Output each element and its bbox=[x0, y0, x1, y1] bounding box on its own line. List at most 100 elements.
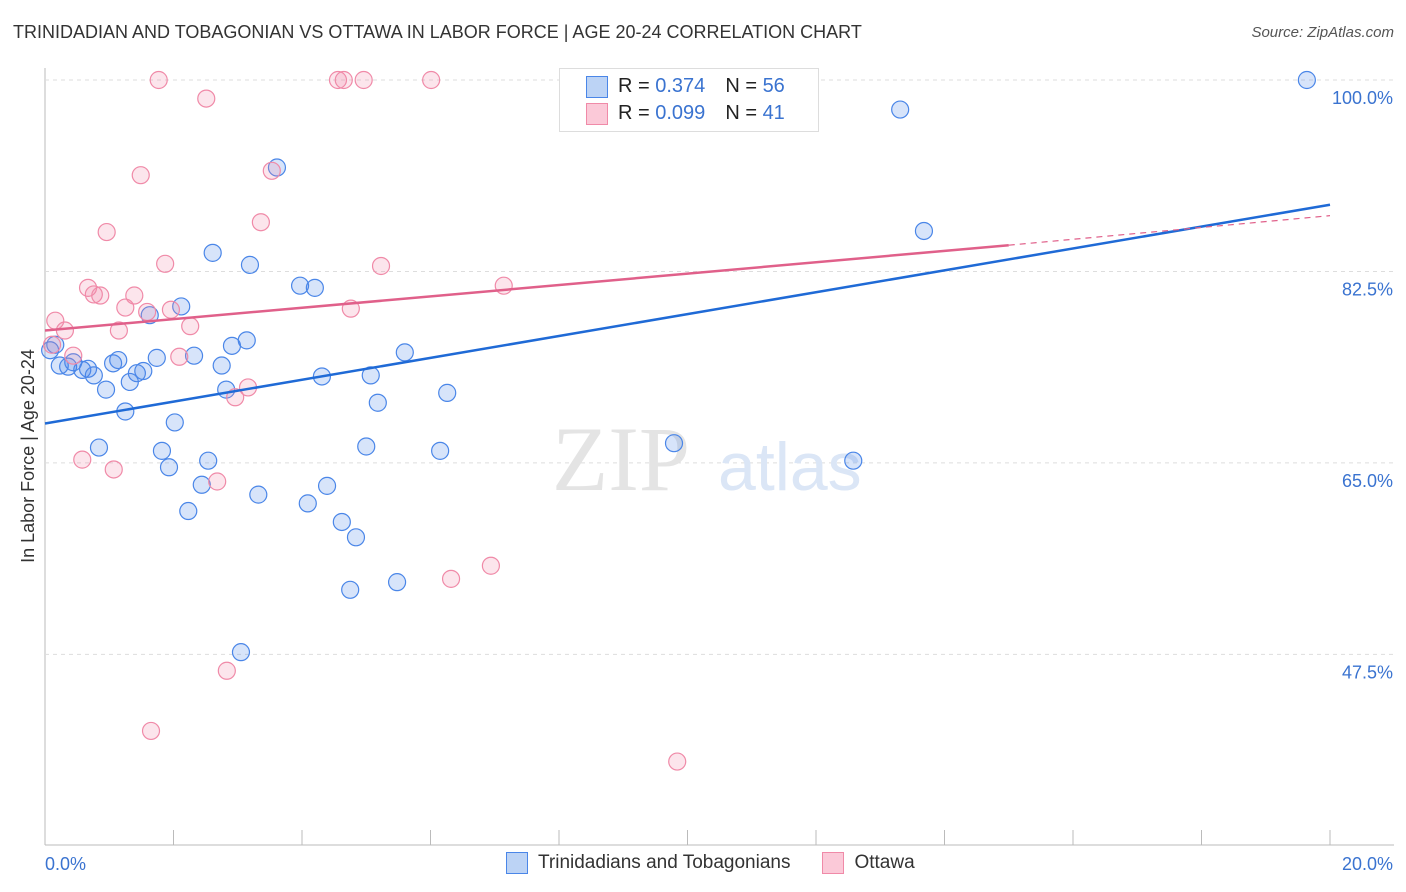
ottawa-point bbox=[371, 256, 391, 276]
watermark-zip: ZIP bbox=[552, 408, 690, 510]
legend-row-pink: R = 0.099 N = 41 bbox=[586, 100, 785, 127]
ottawa-point bbox=[149, 70, 168, 90]
ottawa-trend-extension bbox=[1008, 215, 1331, 246]
ottawa-point bbox=[42, 335, 62, 354]
r-value-pink: 0.099 bbox=[655, 102, 706, 124]
trinidadian-point bbox=[438, 383, 457, 402]
legend-item-ottawa: Ottawa bbox=[822, 852, 915, 874]
series-legend: Trinidadians and Tobagonians Ottawa bbox=[506, 852, 915, 874]
ottawa-point bbox=[91, 286, 110, 305]
y-tick-label: 65.0% bbox=[1342, 471, 1393, 491]
trinidadian-point bbox=[290, 276, 310, 295]
legend-item-trinidadians: Trinidadians and Tobagonians bbox=[506, 852, 790, 874]
ottawa-point bbox=[181, 317, 200, 336]
blue-swatch bbox=[586, 75, 608, 98]
r-value-blue: 0.374 bbox=[655, 75, 706, 97]
stats-legend: R = 0.374 N = 56 R = 0.099 N = 41 bbox=[559, 68, 819, 132]
ottawa-point bbox=[334, 70, 353, 90]
trinidadian-point bbox=[395, 343, 414, 362]
ottawa-point bbox=[109, 321, 128, 340]
ottawa-point bbox=[170, 347, 189, 366]
trinidadian-trend-line bbox=[44, 203, 1331, 425]
y-axis-label: In Labor Force | Age 20-24 bbox=[18, 349, 38, 563]
ottawa-point bbox=[262, 161, 281, 180]
y-tick-label: 47.5% bbox=[1342, 662, 1393, 682]
trinidadian-point bbox=[844, 451, 863, 470]
legend-row-blue: R = 0.374 N = 56 bbox=[586, 73, 785, 100]
trinidadian-point bbox=[179, 501, 198, 521]
ottawa-point bbox=[422, 70, 441, 90]
ottawa-point bbox=[441, 569, 461, 588]
trinidadian-point bbox=[212, 356, 231, 375]
trinidadian-point bbox=[152, 441, 172, 460]
ottawa-point bbox=[73, 450, 92, 469]
chart-title: TRINIDADIAN AND TOBAGONIAN VS OTTAWA IN … bbox=[13, 22, 862, 42]
y-tick-label: 82.5% bbox=[1342, 279, 1393, 299]
ottawa-point bbox=[208, 472, 227, 491]
ottawa-point bbox=[161, 300, 181, 319]
ottawa-point bbox=[156, 254, 175, 273]
trinidadian-point bbox=[298, 494, 317, 513]
trinidadian-point bbox=[89, 438, 109, 457]
ottawa-point bbox=[328, 70, 348, 90]
trinidadian-point bbox=[341, 580, 360, 599]
trinidadian-point bbox=[96, 380, 116, 399]
trinidadian-point bbox=[332, 512, 351, 532]
trinidadian-point bbox=[184, 346, 204, 365]
ottawa-point bbox=[354, 70, 373, 90]
ottawa-point bbox=[116, 298, 135, 317]
ottawa-point bbox=[84, 285, 103, 304]
trinidadian-point bbox=[140, 306, 159, 325]
trinidadian-point bbox=[199, 451, 218, 470]
y-tick-label: 100.0% bbox=[1332, 88, 1393, 108]
trinidadian-point bbox=[368, 393, 387, 412]
ottawa-point bbox=[251, 213, 270, 232]
trinidadian-point bbox=[147, 348, 166, 367]
trinidadian-point bbox=[240, 255, 260, 274]
trinidadian-point bbox=[84, 366, 103, 385]
ottawa-point bbox=[197, 89, 216, 108]
trinidadian-point bbox=[249, 485, 268, 504]
watermark-atlas: atlas bbox=[718, 429, 862, 505]
trinidadian-point bbox=[134, 361, 153, 381]
trinidadian-point bbox=[387, 573, 407, 592]
trinidadian-point bbox=[159, 458, 179, 477]
x-tick-label: 20.0% bbox=[1342, 854, 1393, 874]
ottawa-trend-line bbox=[44, 243, 1009, 332]
trinidadian-point bbox=[664, 434, 684, 453]
n-value-blue: 56 bbox=[762, 75, 785, 97]
ottawa-point bbox=[141, 721, 161, 741]
trinidadian-point bbox=[305, 278, 324, 297]
trinidadian-point bbox=[192, 475, 211, 494]
trinidadian-point bbox=[104, 354, 123, 373]
ottawa-point bbox=[217, 661, 236, 680]
trinidadian-point bbox=[172, 297, 191, 316]
trinidadian-point bbox=[203, 243, 222, 262]
trinidadian-point bbox=[165, 413, 184, 432]
chart-source: Source: ZipAtlas.com bbox=[1251, 24, 1394, 41]
trinidadian-point bbox=[914, 221, 934, 241]
trinidadian-point bbox=[109, 350, 128, 370]
trinidadian-point bbox=[431, 441, 450, 460]
ottawa-point bbox=[131, 166, 150, 185]
trinidadian-point bbox=[1297, 70, 1316, 90]
trinidadian-point bbox=[222, 336, 242, 355]
trinidadian-point bbox=[346, 528, 366, 547]
trinidadian-point bbox=[231, 643, 251, 662]
ottawa-point bbox=[125, 286, 144, 305]
trinidadian-point bbox=[73, 360, 92, 380]
x-tick-label: 0.0% bbox=[45, 854, 86, 874]
ottawa-point bbox=[97, 222, 116, 242]
ottawa-point bbox=[138, 302, 157, 322]
ottawa-point bbox=[481, 556, 500, 575]
trinidadian-point bbox=[120, 372, 139, 392]
trinidadian-point bbox=[891, 100, 910, 119]
n-value-pink: 41 bbox=[762, 102, 785, 124]
ottawa-point bbox=[668, 752, 687, 771]
trinidadian-point bbox=[357, 437, 376, 456]
trinidadian-point bbox=[317, 476, 337, 495]
ottawa-point bbox=[104, 460, 123, 479]
trinidadian-point bbox=[267, 158, 287, 177]
ottawa-point bbox=[64, 346, 83, 365]
